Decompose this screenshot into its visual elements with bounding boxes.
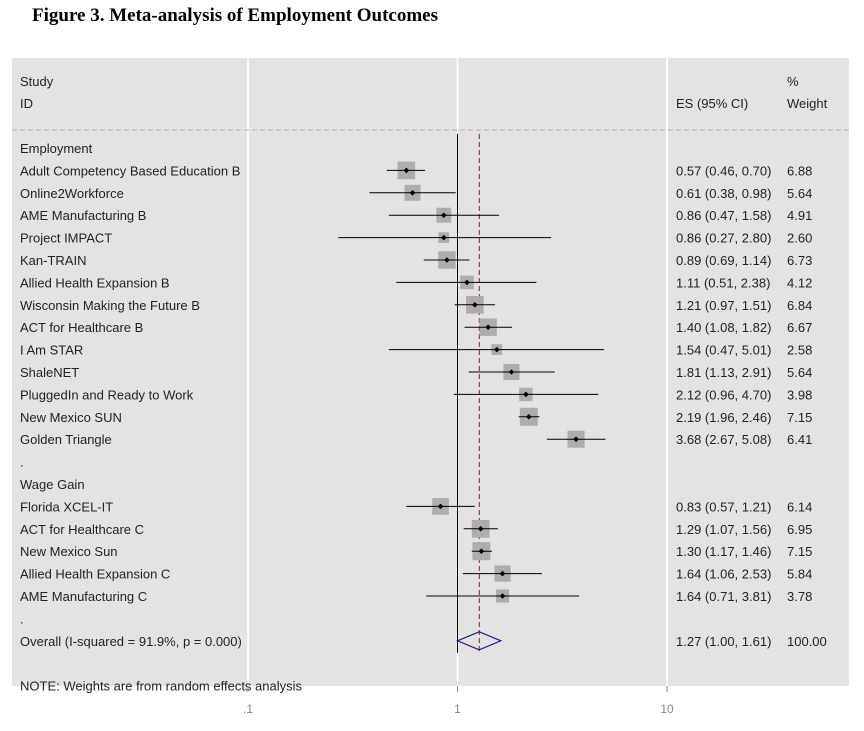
x-tick-label: 1 <box>454 702 461 716</box>
ci-text: 0.89 (0.69, 1.14) <box>676 253 771 268</box>
weight-text: 6.84 <box>787 298 812 313</box>
study-label: Golden Triangle <box>20 432 112 447</box>
group-label: Employment <box>20 141 93 156</box>
point-estimate <box>523 391 529 398</box>
header-es: ES (95% CI) <box>676 96 748 111</box>
footnote: NOTE: Weights are from random effects an… <box>20 679 303 694</box>
x-tick-label: 10 <box>660 702 674 716</box>
weight-text: 6.67 <box>787 320 812 335</box>
study-label: Kan-TRAIN <box>20 253 86 268</box>
point-estimate <box>409 190 416 196</box>
plot-panel <box>12 58 849 686</box>
study-label: Florida XCEL-IT <box>20 499 113 514</box>
point-estimate <box>526 414 532 420</box>
point-estimate <box>472 302 478 308</box>
weight-text: 3.78 <box>787 589 812 604</box>
point-estimate <box>573 436 579 442</box>
weight-text: 2.60 <box>787 231 812 246</box>
study-label: AME Manufacturing C <box>20 589 147 604</box>
study-label: Adult Competency Based Education B <box>20 163 240 178</box>
study-label: Allied Health Expansion B <box>20 275 170 290</box>
spacer-dot: . <box>20 455 24 470</box>
header-weight: Weight <box>787 96 828 111</box>
point-estimate <box>485 324 491 330</box>
ci-text: 2.19 (1.96, 2.46) <box>676 410 771 425</box>
point-estimate <box>499 593 506 599</box>
ci-text: 3.68 (2.67, 5.08) <box>676 432 771 447</box>
ci-text: 1.29 (1.07, 1.56) <box>676 522 771 537</box>
point-estimate <box>444 257 450 263</box>
ci-text: 1.81 (1.13, 2.91) <box>676 365 771 380</box>
header-id: ID <box>20 96 33 111</box>
x-tick-label: .1 <box>243 702 253 716</box>
ci-text: 0.57 (0.46, 0.70) <box>676 163 771 178</box>
study-label: Project IMPACT <box>20 231 112 246</box>
study-label: AME Manufacturing B <box>20 208 146 223</box>
ci-text: 2.12 (0.96, 4.70) <box>676 387 771 402</box>
ci-text: 1.27 (1.00, 1.61) <box>676 634 771 649</box>
ci-text: 0.86 (0.47, 1.58) <box>676 208 771 223</box>
spacer-dot: . <box>20 611 24 626</box>
figure-title: Figure 3. Meta-analysis of Employment Ou… <box>32 5 438 26</box>
study-label: Allied Health Expansion C <box>20 567 170 582</box>
point-estimate <box>437 503 444 510</box>
weight-text: 6.41 <box>787 432 812 447</box>
ci-text: 1.64 (1.06, 2.53) <box>676 567 771 582</box>
point-estimate <box>403 167 410 174</box>
ci-text: 1.11 (0.51, 2.38) <box>676 275 770 290</box>
weight-text: 4.91 <box>787 208 812 223</box>
weight-text: 6.88 <box>787 163 812 178</box>
point-estimate <box>493 346 500 353</box>
weight-text: 6.95 <box>787 522 812 537</box>
point-estimate <box>440 234 447 241</box>
overall-label: Overall (I-squared = 91.9%, p = 0.000) <box>20 634 242 649</box>
study-label: Online2Workforce <box>20 186 124 201</box>
weight-text: 6.73 <box>787 253 812 268</box>
point-estimate <box>477 526 484 532</box>
weight-text: 5.64 <box>787 365 812 380</box>
weight-text: 7.15 <box>787 410 812 425</box>
weight-text: 7.15 <box>787 544 812 559</box>
point-estimate <box>508 369 515 375</box>
ci-text: 0.61 (0.38, 0.98) <box>676 186 771 201</box>
study-label: I Am STAR <box>20 343 83 358</box>
study-label: ACT for Healthcare B <box>20 320 143 335</box>
study-label: PluggedIn and Ready to Work <box>20 387 194 402</box>
point-estimate <box>464 279 470 286</box>
study-label: New Mexico SUN <box>20 410 122 425</box>
study-label: ACT for Healthcare C <box>20 522 144 537</box>
ci-text: 0.83 (0.57, 1.21) <box>676 499 771 514</box>
point-estimate <box>499 570 506 577</box>
ci-text: 1.30 (1.17, 1.46) <box>676 544 771 559</box>
ci-text: 1.40 (1.08, 1.82) <box>676 320 771 335</box>
overall-diamond <box>455 631 503 651</box>
weight-text: 4.12 <box>787 275 812 290</box>
header-pct: % <box>787 74 799 89</box>
ci-text: 0.86 (0.27, 2.80) <box>676 231 771 246</box>
point-estimate <box>478 548 485 554</box>
weight-text: 2.58 <box>787 343 812 358</box>
group-label: Wage Gain <box>20 477 85 492</box>
study-label: ShaleNET <box>20 365 79 380</box>
ci-text: 1.54 (0.47, 5.01) <box>676 343 771 358</box>
weight-text: 100.00 <box>787 634 827 649</box>
weight-text: 6.14 <box>787 499 812 514</box>
weight-text: 5.64 <box>787 186 812 201</box>
weight-text: 5.84 <box>787 567 812 582</box>
weight-text: 3.98 <box>787 387 812 402</box>
header-study: Study <box>20 74 54 89</box>
ci-text: 1.21 (0.97, 1.51) <box>676 298 771 313</box>
point-estimate <box>440 212 447 218</box>
ci-text: 1.64 (0.71, 3.81) <box>676 589 771 604</box>
study-label: Wisconsin Making the Future B <box>20 298 200 313</box>
study-label: New Mexico Sun <box>20 544 118 559</box>
